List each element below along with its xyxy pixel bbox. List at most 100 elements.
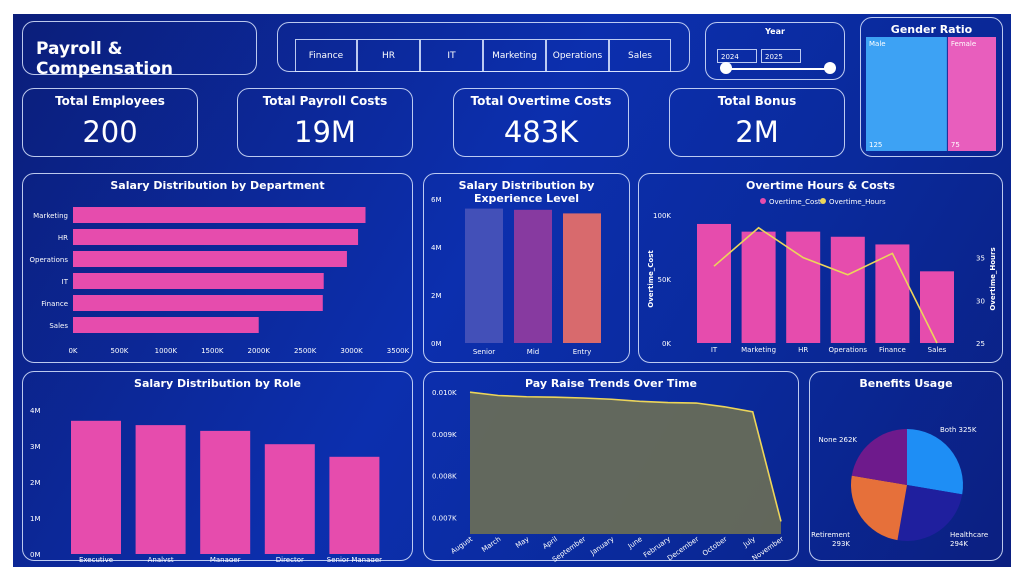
dept-bar	[73, 317, 259, 333]
role-y-tick: 1M	[30, 515, 41, 523]
slicer-finance[interactable]: Finance	[295, 39, 357, 72]
overtime-y2-tick: 35	[976, 255, 985, 263]
salary-by-department-chart: Marketing HR Operations IT Finance Sales 0K 500…	[30, 207, 410, 355]
year-slicer: Year 2024 2025	[705, 22, 845, 80]
role-category-label: Executive	[79, 556, 113, 562]
exp-category-label: Senior	[473, 348, 495, 356]
payraise-line	[469, 391, 782, 522]
gender-value-label: 125	[869, 141, 882, 149]
payraise-category-label: March	[480, 535, 502, 554]
overtime-cost-bar	[830, 236, 865, 343]
gender-bar-female	[947, 37, 996, 151]
role-bar	[200, 430, 251, 554]
dept-x-tick: 2500K	[294, 347, 317, 355]
gender-category-label: Male	[869, 40, 886, 48]
year-end-input[interactable]: 2025	[761, 49, 801, 63]
dept-x-tick: 2000K	[248, 347, 271, 355]
overtime-category-label: HR	[798, 346, 808, 354]
dept-x-tick: 3000K	[340, 347, 363, 355]
role-y-tick: 3M	[30, 443, 41, 451]
gender-ratio-title: Gender Ratio	[890, 23, 973, 36]
benefits-slice-healthcare	[897, 485, 963, 541]
payraise-category-label: January	[588, 535, 615, 557]
slicer-operations[interactable]: Operations	[546, 39, 609, 72]
year-slider-track	[726, 68, 831, 70]
role-category-label: Manager	[210, 556, 241, 562]
benefits-slice-value: 294K	[950, 540, 968, 548]
pay-raise-panel: Pay Raise Trends Over Time 0.007K 0.008K 0…	[423, 371, 799, 562]
overtime-category-label: Finance	[879, 346, 906, 354]
overtime-y2-tick: 25	[976, 340, 985, 348]
kpi-value: 2M	[735, 115, 779, 149]
salary-by-experience-panel: Salary Distribution by Experience Level …	[423, 173, 630, 363]
year-slider-start-handle[interactable]	[720, 62, 732, 74]
payraise-category-label: November	[751, 535, 786, 562]
exp-y-tick: 2M	[431, 292, 442, 300]
slicer-marketing[interactable]: Marketing	[483, 39, 546, 72]
benefits-slice-both	[907, 429, 963, 495]
dept-bar	[73, 207, 366, 223]
benefits-title: Benefits Usage	[859, 377, 953, 390]
legend-label-overtime-cost: Overtime_Cost	[769, 198, 821, 206]
benefits-slice-label: Healthcare	[950, 531, 988, 539]
gender-category-label: Female	[951, 40, 976, 48]
role-bar	[135, 425, 186, 554]
exp-category-label: Entry	[573, 348, 592, 356]
overtime-category-label: Marketing	[741, 346, 776, 354]
title-panel: Payroll & Compensation	[22, 21, 257, 79]
dashboard: Payroll & Compensation Finance HR IT Mar…	[13, 14, 1011, 567]
payraise-category-label: April	[541, 535, 559, 551]
overtime-cost-bar	[741, 231, 776, 343]
kpi-value: 200	[82, 115, 138, 149]
overtime-cost-bar	[786, 231, 821, 343]
gender-ratio-chart: Male 125 Female 75	[866, 37, 996, 151]
year-slider-end-handle[interactable]	[824, 62, 836, 74]
exp-y-tick: 0M	[431, 340, 442, 348]
exp-y-tick: 6M	[431, 196, 442, 204]
overtime-cost-bar	[920, 271, 954, 343]
benefits-slice-label: Both 325K	[940, 426, 977, 434]
payraise-category-label: July	[741, 535, 757, 549]
slicer-hr[interactable]: HR	[357, 39, 420, 72]
salary-by-role-chart: 0M 1M 2M 3M 4M Executive Analyst Manager Directo…	[30, 407, 382, 562]
dept-category-label: HR	[58, 234, 68, 242]
role-category-label: Director	[276, 556, 304, 562]
exp-y-tick: 4M	[431, 244, 442, 252]
overtime-panel: Overtime Hours & Costs Overtime_Cost Over…	[638, 173, 1003, 363]
payraise-category-label: May	[514, 535, 530, 550]
overtime-y-tick: 0K	[662, 340, 671, 348]
dept-category-label: Operations	[30, 256, 69, 264]
payraise-y-tick: 0.009K	[432, 431, 457, 439]
dept-x-tick: 0K	[68, 347, 77, 355]
overtime-cost-bar	[697, 223, 731, 343]
salary-by-role-panel: Salary Distribution by Role 0M 1M 2M 3M 4M Ex…	[22, 371, 413, 562]
slicer-sales[interactable]: Sales	[609, 39, 671, 72]
dept-bar	[73, 295, 323, 311]
overtime-chart: Overtime_Cost Overtime_Hours Overtime_Cost…	[647, 198, 997, 354]
payraise-area	[470, 392, 781, 534]
exp-bar	[563, 213, 601, 343]
role-y-tick: 0M	[30, 551, 41, 559]
dept-x-tick: 1000K	[155, 347, 178, 355]
benefits-slice-value: 293K	[832, 540, 850, 548]
role-category-label: Senior Manager	[327, 556, 382, 562]
salary-by-role-title: Salary Distribution by Role	[134, 377, 301, 390]
overtime-y-tick: 50K	[658, 276, 672, 284]
dept-category-label: Finance	[41, 300, 68, 308]
kpi-total-employees: Total Employees 200	[22, 88, 198, 157]
overtime-y-tick: 100K	[653, 212, 671, 220]
overtime-y2-axis-title: Overtime_Hours	[989, 247, 997, 310]
gender-value-label: 75	[951, 141, 960, 149]
salary-by-experience-chart: 0M 2M 4M 6M Senior Mid Entry	[431, 196, 601, 356]
kpi-label: Total Overtime Costs	[470, 94, 612, 108]
kpi-value: 19M	[294, 115, 356, 149]
year-start-input[interactable]: 2024	[717, 49, 757, 63]
pay-raise-chart: 0.007K 0.008K 0.009K 0.010K August March May Ap…	[432, 389, 786, 562]
pay-raise-title: Pay Raise Trends Over Time	[524, 377, 698, 390]
dept-bar	[73, 251, 347, 267]
role-y-tick: 2M	[30, 479, 41, 487]
slicer-it[interactable]: IT	[420, 39, 483, 72]
benefits-slice-retirement	[851, 475, 907, 541]
kpi-label: Total Employees	[55, 94, 165, 108]
